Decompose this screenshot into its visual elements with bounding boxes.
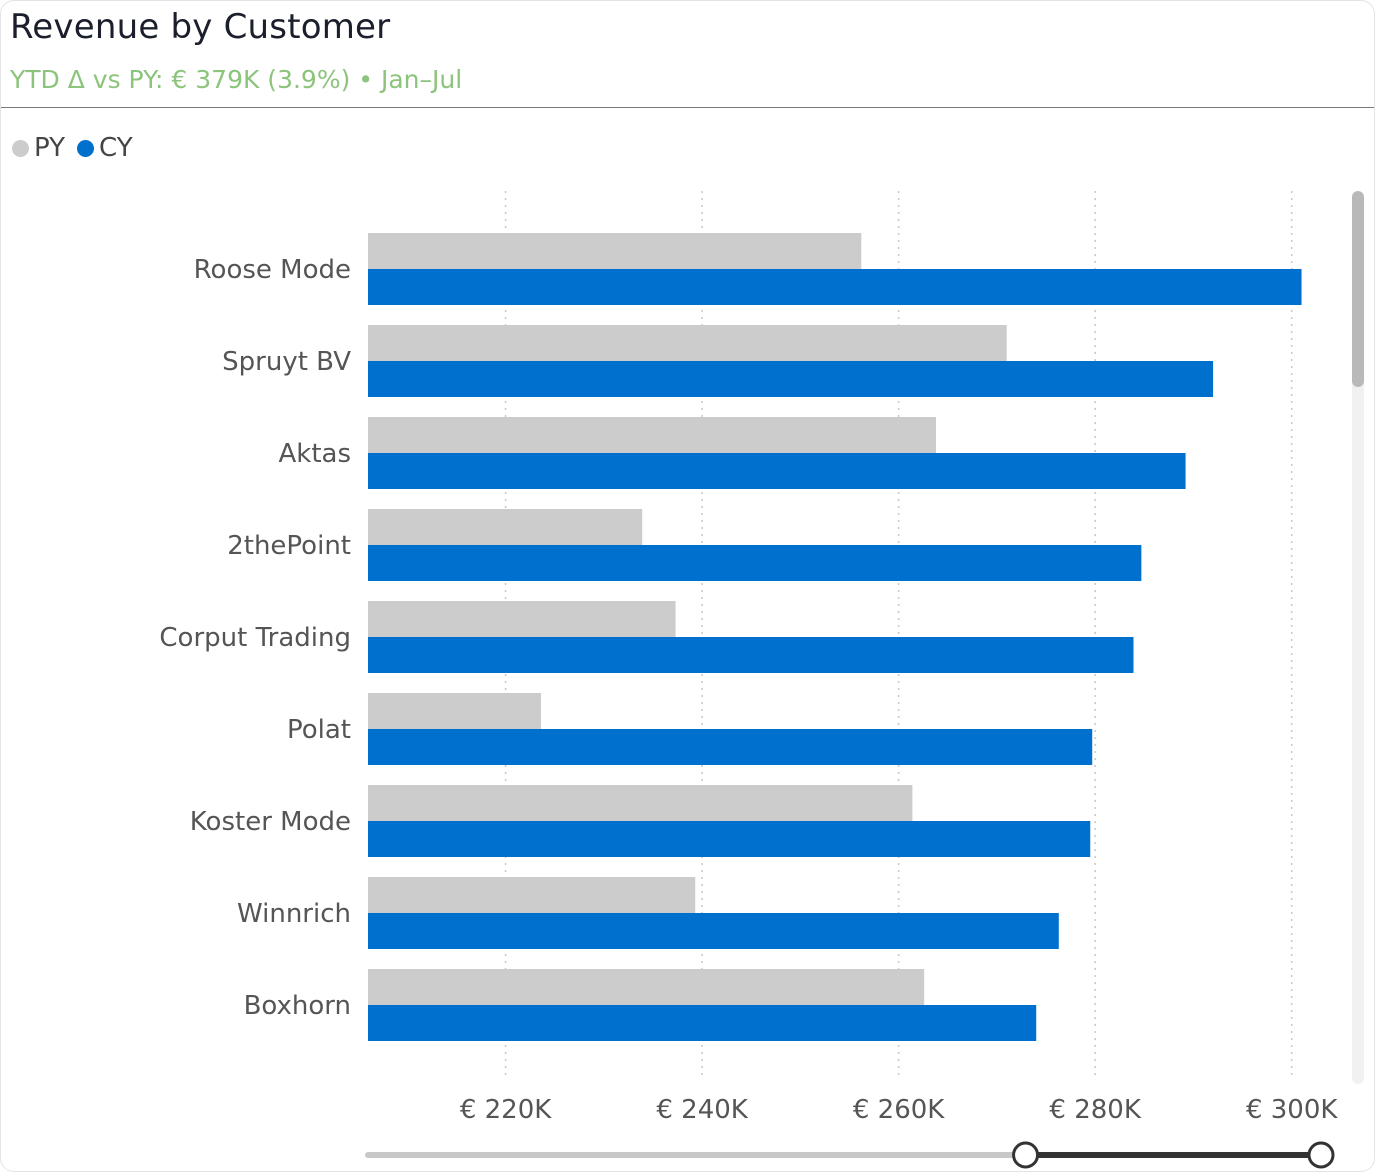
- category-label: 2thePoint: [227, 531, 351, 561]
- x-tick-label: € 220K: [460, 1095, 552, 1125]
- legend-dot-cy: [77, 139, 94, 157]
- header-divider: [1, 107, 1374, 108]
- bar-cy[interactable]: [368, 821, 1091, 857]
- bar-py[interactable]: [368, 785, 913, 821]
- bar-cy[interactable]: [368, 361, 1214, 397]
- category-label: Spruyt BV: [222, 347, 351, 377]
- bar-cy[interactable]: [368, 729, 1093, 765]
- zoom-slider: [365, 1141, 1335, 1169]
- bar-py[interactable]: [368, 877, 696, 913]
- category-labels: Roose Mode Spruyt BV Aktas 2thePoint Corput …: [159, 255, 351, 1021]
- legend-label-py: PY: [34, 133, 65, 163]
- bar-py[interactable]: [368, 325, 1007, 361]
- bar-py[interactable]: [368, 233, 862, 269]
- category-label: Corput Trading: [159, 623, 351, 653]
- category-label: Boxhorn: [244, 991, 351, 1021]
- legend-item-cy[interactable]: CY: [77, 133, 133, 163]
- category-label: Aktas: [278, 439, 351, 469]
- bar-py[interactable]: [368, 509, 643, 545]
- bar-cy[interactable]: [368, 545, 1142, 581]
- bar-cy[interactable]: [368, 453, 1186, 489]
- x-tick-label: € 300K: [1246, 1095, 1338, 1125]
- category-label: Roose Mode: [194, 255, 351, 285]
- chart-title: Revenue by Customer: [10, 7, 391, 47]
- bar-py[interactable]: [368, 417, 936, 453]
- bar-py[interactable]: [368, 693, 541, 729]
- legend-label-cy: CY: [99, 133, 133, 163]
- zoom-slider-handle[interactable]: [1012, 1141, 1040, 1169]
- bar-cy[interactable]: [368, 269, 1302, 305]
- bars: [368, 233, 1302, 1041]
- x-tick-label: € 280K: [1049, 1095, 1141, 1125]
- x-tick-label: € 260K: [853, 1095, 945, 1125]
- bar-cy[interactable]: [368, 637, 1134, 673]
- chart-subtitle: YTD Δ vs PY: € 379K (3.9%) • Jan–Jul: [10, 65, 463, 94]
- legend: PY CY: [12, 133, 145, 163]
- legend-dot-py: [12, 139, 29, 157]
- bar-cy[interactable]: [368, 913, 1059, 949]
- bar-py[interactable]: [368, 601, 676, 637]
- zoom-slider-handle[interactable]: [1307, 1141, 1335, 1169]
- x-tick-label: € 240K: [656, 1095, 748, 1125]
- category-label: Winnrich: [237, 899, 351, 929]
- category-label: Polat: [287, 715, 351, 745]
- vertical-scrollbar-thumb[interactable]: [1352, 191, 1364, 387]
- vertical-scrollbar-track[interactable]: [1352, 191, 1364, 1084]
- legend-item-py[interactable]: PY: [12, 133, 65, 163]
- category-label: Koster Mode: [190, 807, 351, 837]
- x-axis-ticks: € 220K € 240K € 260K € 280K € 300K: [460, 1095, 1339, 1125]
- bar-cy[interactable]: [368, 1005, 1037, 1041]
- bar-py[interactable]: [368, 969, 925, 1005]
